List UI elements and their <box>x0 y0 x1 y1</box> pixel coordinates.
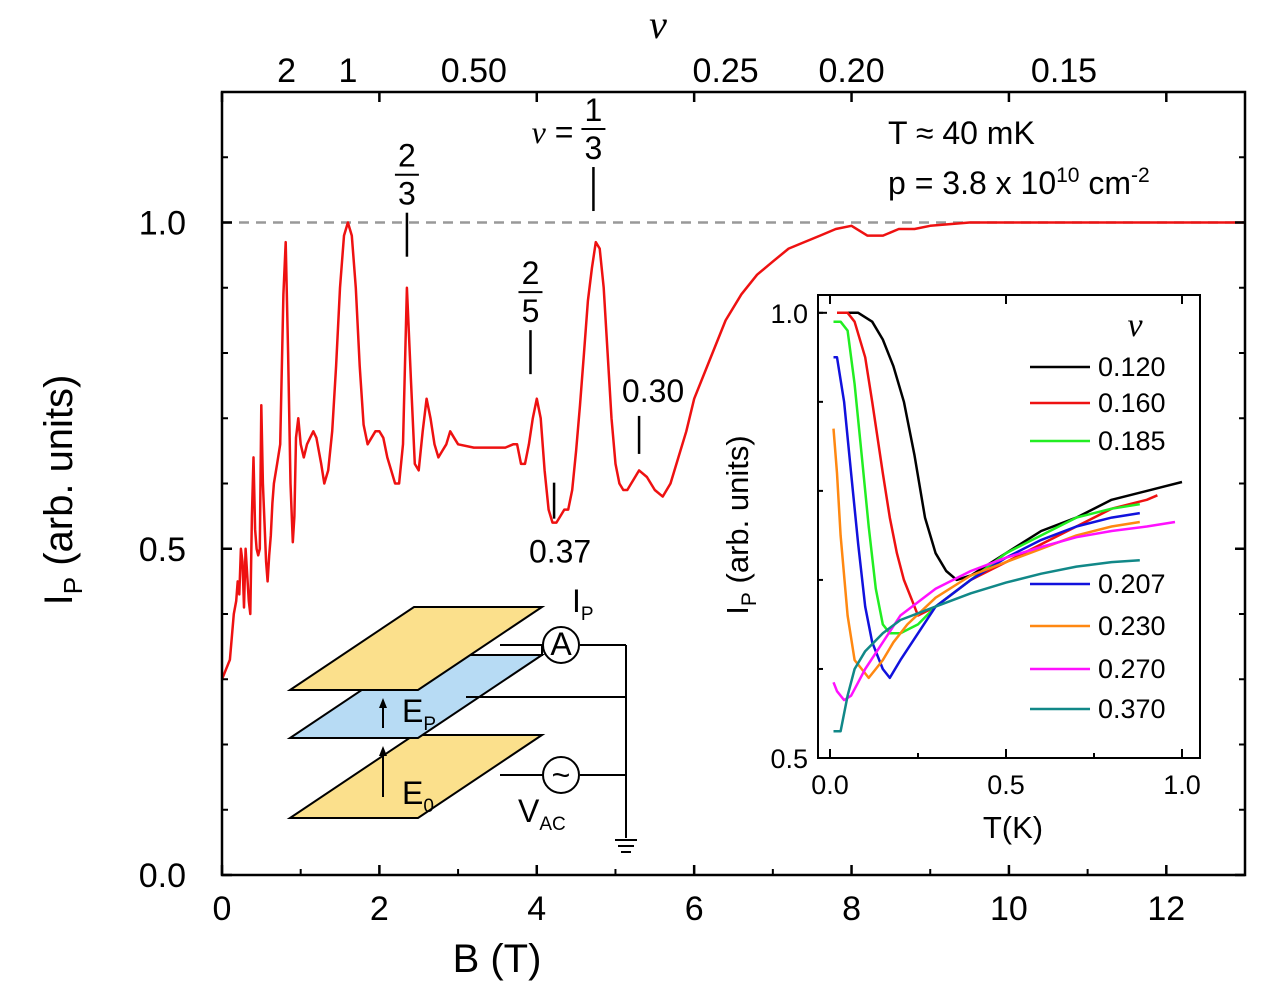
main-series-line <box>220 221 1245 680</box>
ac-source-symbol: ~ <box>552 757 571 793</box>
ep-label: EP <box>402 693 436 735</box>
main-y-ticks: 0.00.51.0 <box>139 156 1245 895</box>
legend-label: 0.120 <box>1098 352 1166 382</box>
temperature-label: T ≈ 40 mK <box>888 115 1035 151</box>
fraction-denominator: 3 <box>398 176 416 212</box>
legend-title: ν <box>1127 307 1143 344</box>
inset-y-tick-label: 0.5 <box>770 744 808 774</box>
inset-x-tick-label: 0.5 <box>987 770 1025 800</box>
e0-label: E0 <box>402 775 434 817</box>
inset-plot-frame <box>817 294 1201 759</box>
vac-label: VAC <box>518 793 566 835</box>
fraction-numerator: 2 <box>398 138 416 174</box>
equals-sign: = <box>546 114 574 150</box>
top-tick-label: 2 <box>277 52 296 90</box>
inset-series-line <box>833 559 1140 733</box>
top-plate <box>286 606 546 691</box>
inset-series-line <box>837 311 1183 582</box>
device-schematic: EP E0 A ~ IP VAC <box>286 583 637 853</box>
top-tick-label: 0.50 <box>441 52 507 90</box>
inset-y-ticks: 0.5 1.0 <box>770 299 827 774</box>
main-plot: 0 2 4 6 8 10 12 0.00.51.0 2 1 0.50 0.25 0.20 0.15 B… <box>37 2 1247 981</box>
top-nu-ticks: 2 1 0.50 0.25 0.20 0.15 <box>277 52 1097 90</box>
annotation-label: 0.30 <box>622 373 684 409</box>
inset-legend: 0.120 0.160 0.185 0.207 0.230 0.270 0.370 <box>1030 352 1166 724</box>
inset-y-label: IP (arb. units) <box>720 435 761 614</box>
legend-label: 0.207 <box>1098 569 1166 599</box>
fraction-denominator: 5 <box>522 293 540 329</box>
inset-x-label: T(K) <box>983 810 1043 845</box>
ep-arrow-head <box>379 698 387 708</box>
x-tick-label: 2 <box>370 890 389 928</box>
inset-y-tick-label: 1.0 <box>770 299 808 329</box>
ip-label: IP <box>572 583 594 625</box>
x-axis-label: B (T) <box>453 937 542 981</box>
inset-series-line <box>833 320 1140 635</box>
y-tick-label: 0.0 <box>139 857 186 895</box>
legend-label: 0.230 <box>1098 611 1166 641</box>
nu-symbol: ν <box>532 114 547 150</box>
fraction-prefix: ν = <box>532 114 574 150</box>
inset-x-ticks: 0.0 0.5 1.0 <box>811 295 1201 800</box>
y-tick-label: 1.0 <box>139 205 186 243</box>
fraction-denominator: 3 <box>585 130 603 166</box>
x-tick-label: 8 <box>842 890 861 928</box>
inset-background <box>818 295 1200 758</box>
annotation-label: 0.37 <box>529 534 591 570</box>
ammeter-symbol: A <box>550 626 572 662</box>
top-tick-label: 1 <box>338 52 357 90</box>
y-tick-label: 0.5 <box>139 531 186 569</box>
fraction-numerator: 2 <box>522 255 540 291</box>
y-axis-label: IP (arb. units) <box>37 375 88 606</box>
top-tick-label: 0.25 <box>693 52 759 90</box>
inset-series-group <box>832 311 1183 733</box>
top-tick-label: 0.20 <box>818 52 884 90</box>
legend-label: 0.160 <box>1098 388 1166 418</box>
x-tick-label: 10 <box>990 890 1028 928</box>
x-tick-label: 0 <box>213 890 232 928</box>
legend-label: 0.370 <box>1098 694 1166 724</box>
inset-x-tick-label: 1.0 <box>1163 770 1201 800</box>
main-series-group <box>220 221 1245 680</box>
inset-series-line <box>833 356 1140 680</box>
e0-arrow-head <box>379 746 387 756</box>
legend-label: 0.185 <box>1098 426 1166 456</box>
ac-source-icon <box>542 756 580 794</box>
legend-label: 0.270 <box>1098 654 1166 684</box>
x-tick-label: 12 <box>1147 890 1185 928</box>
fraction-numerator: 1 <box>585 92 603 128</box>
top-tick-label: 0.15 <box>1031 52 1097 90</box>
x-tick-label: 4 <box>527 890 546 928</box>
main-x-ticks: 0 2 4 6 8 10 12 <box>213 92 1185 928</box>
inset-plot: 0.0 0.5 1.0 0.51.0 T(K) IP (arb. units) ν … <box>720 294 1201 845</box>
x-tick-label: 6 <box>685 890 704 928</box>
top-axis-label: ν <box>649 2 667 47</box>
ammeter-icon <box>542 626 580 664</box>
wire-top <box>500 645 543 656</box>
inset-x-tick-label: 0.0 <box>811 770 849 800</box>
bottom-plate <box>286 734 546 819</box>
density-label: p = 3.8 x 1010 cm-2 <box>888 164 1150 201</box>
